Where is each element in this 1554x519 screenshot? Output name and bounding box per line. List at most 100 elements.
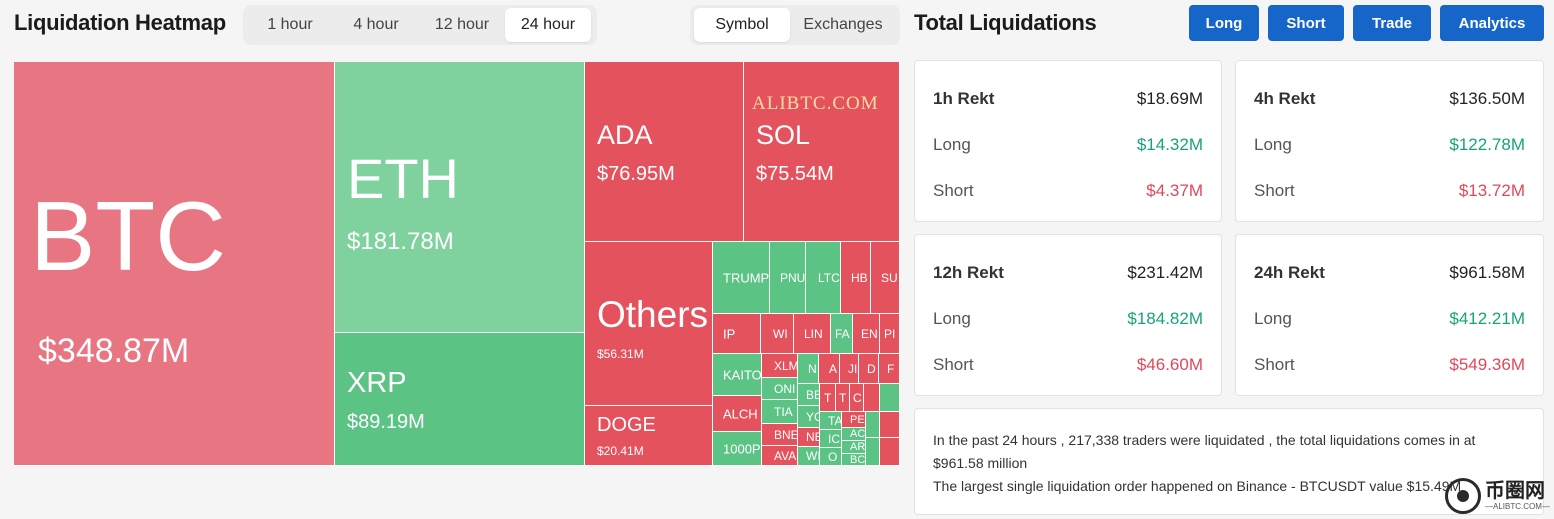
tile-ta[interactable]: TA	[820, 412, 842, 430]
tile-ltc[interactable]: LTC	[806, 242, 841, 314]
short-button[interactable]: Short	[1268, 5, 1344, 41]
tile-j[interactable]: JI	[840, 354, 859, 384]
tile-symbol: KAITO	[723, 367, 762, 382]
tile-wl[interactable]: WI	[798, 447, 820, 466]
tile-xlm[interactable]: XLM	[762, 354, 798, 378]
tile-symbol: LIN	[804, 326, 823, 341]
tile-ada[interactable]: ADA $76.95M	[585, 62, 744, 242]
short-value: $549.36M	[1449, 355, 1525, 374]
card-total: $231.42M	[1127, 263, 1203, 282]
tile-symbol: IP	[723, 326, 736, 341]
tile-1000p[interactable]: 1000P	[713, 432, 762, 466]
tile-eth[interactable]: ETH $181.78M	[335, 62, 585, 333]
tile-f[interactable]: F	[879, 354, 900, 384]
tile-doge[interactable]: DOGE $20.41M	[585, 406, 713, 466]
tile-misc-c[interactable]	[866, 438, 880, 466]
tile-pepe[interactable]: PI	[880, 314, 900, 354]
tile-t1[interactable]: T	[820, 384, 836, 412]
card-long-row: Long $122.78M	[1254, 135, 1525, 155]
tile-t2[interactable]: T	[836, 384, 850, 412]
tile-symbol: ETH	[347, 147, 459, 210]
tile-pnut[interactable]: PNU	[770, 242, 806, 314]
long-value: $184.82M	[1127, 309, 1203, 328]
tile-symbol: TA	[828, 413, 842, 428]
tile-symbol: YG	[806, 409, 819, 424]
time-option-1-hour[interactable]: 1 hour	[267, 16, 313, 33]
tile-btc[interactable]: BTC $348.87M	[14, 62, 335, 466]
tile-ac[interactable]: AC	[842, 428, 866, 441]
tile-others[interactable]: Others $56.31M	[585, 242, 713, 406]
trade-button[interactable]: Trade	[1353, 5, 1431, 41]
tile-symbol: 1000P	[723, 441, 761, 456]
tile-avax[interactable]: AVA	[762, 446, 798, 466]
card-short-row: Short $13.72M	[1254, 181, 1525, 201]
watermark-logo: 币圈网 —ALIBTC.COM—	[1445, 478, 1550, 514]
tile-symbol: SU	[881, 270, 898, 285]
card-long-row: Long $412.21M	[1254, 309, 1525, 329]
tile-trump[interactable]: TRUMP	[713, 242, 770, 314]
tile-c1[interactable]: C	[850, 384, 864, 412]
tile-symbol: NE	[806, 430, 819, 444]
tile-ic[interactable]: IC	[820, 430, 842, 448]
tile-misc-red[interactable]	[864, 384, 880, 412]
short-label: Short	[933, 181, 974, 200]
tile-hbar[interactable]: HB	[841, 242, 871, 314]
tile-symbol: PE	[850, 413, 865, 426]
tile-xrp[interactable]: XRP $89.19M	[335, 333, 585, 466]
tile-ip[interactable]: IP	[713, 314, 761, 354]
tile-be[interactable]: BE	[798, 384, 820, 406]
tile-misc-a[interactable]	[866, 412, 880, 438]
tile-symbol: BE	[806, 387, 819, 402]
card-24h-rekt: 24h Rekt $961.58M Long $412.21M Short $5…	[1235, 234, 1544, 396]
tile-sui[interactable]: SU	[871, 242, 900, 314]
tile-n[interactable]: N	[798, 354, 819, 384]
card-long-row: Long $184.82M	[933, 309, 1203, 329]
mode-option-symbol[interactable]: Symbol	[694, 8, 790, 42]
tile-ar[interactable]: AR	[842, 441, 866, 454]
short-label: Short	[933, 355, 974, 374]
tile-yg[interactable]: YG	[798, 406, 820, 428]
tile-tia[interactable]: TIA	[762, 400, 798, 424]
tile-d[interactable]: D	[859, 354, 879, 384]
tile-a[interactable]: A	[819, 354, 840, 384]
card-label: 4h Rekt	[1254, 89, 1316, 108]
tile-symbol: XRP	[347, 367, 407, 399]
tile-symbol: AVA	[774, 448, 797, 463]
tile-alch[interactable]: ALCH	[713, 396, 762, 432]
tile-symbol: SOL	[756, 120, 811, 150]
tile-ne[interactable]: NE	[798, 428, 820, 447]
card-total: $961.58M	[1449, 263, 1525, 282]
tile-symbol: XLM	[774, 358, 798, 373]
tile-ondo[interactable]: ONI	[762, 378, 798, 400]
tile-sol[interactable]: SOL $75.54M	[744, 62, 900, 242]
tile-symbol: PNU	[780, 270, 806, 285]
card-1h-rekt: 1h Rekt $18.69M Long $14.32M Short $4.37…	[914, 60, 1222, 222]
tile-o[interactable]: O	[820, 448, 842, 466]
tile-wif[interactable]: WI	[761, 314, 794, 354]
mode-option-exchanges[interactable]: Exchanges	[803, 16, 883, 33]
analytics-button[interactable]: Analytics	[1440, 5, 1544, 41]
tile-symbol: Others	[597, 294, 709, 335]
tile-misc-d[interactable]	[880, 438, 900, 466]
tile-misc-green[interactable]	[880, 384, 900, 412]
time-option-4-hour[interactable]: 4 hour	[353, 16, 399, 33]
tile-ena[interactable]: EN	[853, 314, 880, 354]
tile-fartcoin[interactable]: FA	[831, 314, 853, 354]
tile-symbol: IC	[828, 431, 840, 446]
tile-symbol: EN	[861, 326, 878, 341]
time-option-12-hour[interactable]: 12 hour	[434, 16, 490, 33]
card-header-row: 24h Rekt $961.58M	[1254, 263, 1525, 283]
card-label: 12h Rekt	[933, 263, 1004, 282]
summary-line-1: In the past 24 hours , 217,338 traders w…	[933, 432, 1476, 471]
tile-link[interactable]: LIN	[794, 314, 831, 354]
tile-misc-b[interactable]	[880, 412, 900, 438]
tile-pe[interactable]: PE	[842, 412, 866, 428]
tile-bo[interactable]: BC	[842, 454, 866, 466]
long-value: $412.21M	[1449, 309, 1525, 328]
tile-kaito[interactable]: KAITO	[713, 354, 762, 396]
long-button[interactable]: Long	[1189, 5, 1259, 41]
long-label: Long	[1254, 135, 1292, 154]
tile-bnb[interactable]: BNE	[762, 424, 798, 446]
time-option-24-hour[interactable]: 24 hour	[505, 8, 591, 42]
tile-value: $56.31M	[597, 347, 644, 361]
